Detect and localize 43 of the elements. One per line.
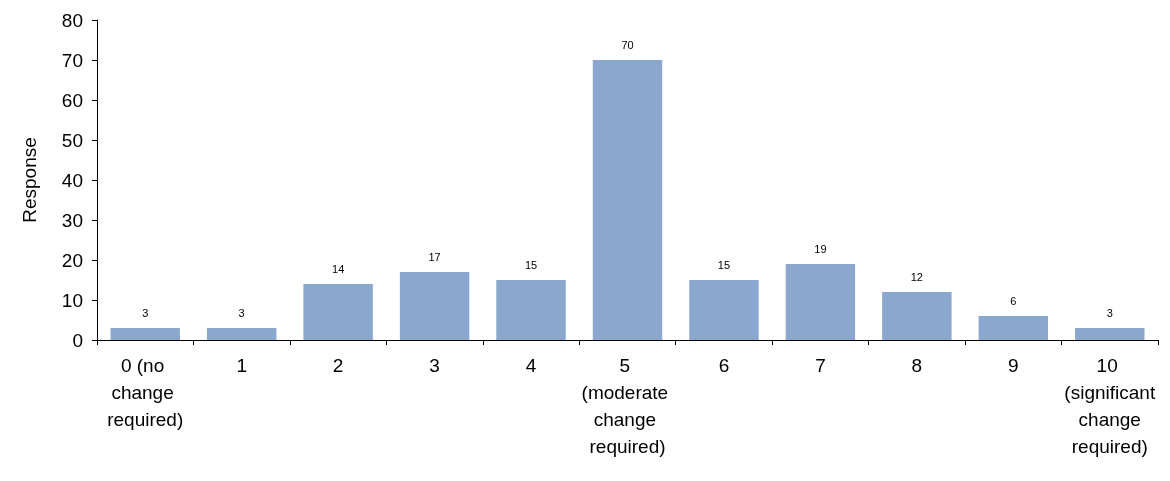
x-tick-label: 7 — [815, 355, 826, 376]
x-tick-label: 4 — [525, 355, 537, 376]
bar — [110, 328, 180, 340]
x-tick-label: 5 (moderate change required) — [581, 355, 674, 457]
data-label: 12 — [910, 270, 923, 283]
y-tick-label: 0 — [72, 329, 83, 351]
y-tick-label: 70 — [61, 49, 83, 71]
y-tick-label: 40 — [61, 169, 83, 191]
bar — [206, 328, 277, 340]
y-tick-label: 50 — [61, 129, 83, 151]
bar — [303, 284, 373, 340]
bar — [978, 316, 1049, 340]
x-tick-label: 8 — [911, 355, 923, 376]
y-tick-label: 60 — [61, 89, 83, 111]
y-tick-label: 20 — [61, 249, 83, 271]
bar — [785, 264, 856, 340]
x-tick-label: 3 — [429, 355, 440, 376]
y-tick-label: 80 — [61, 9, 83, 31]
data-label: 3 — [1106, 306, 1113, 319]
bar — [689, 280, 759, 340]
bar — [882, 292, 952, 340]
x-tick-label: 10 (significant change required) — [1064, 355, 1156, 457]
data-label: 3 — [142, 306, 149, 319]
bar — [399, 272, 470, 340]
bar — [1075, 328, 1145, 340]
data-label: 19 — [814, 242, 827, 255]
data-label: 70 — [621, 38, 634, 51]
x-tick-label: 0 (no change required) — [107, 355, 184, 430]
data-label: 17 — [428, 250, 441, 263]
x-tick-label: 9 — [1008, 355, 1019, 376]
bar — [592, 60, 663, 340]
y-tick-label: 30 — [61, 209, 83, 231]
x-tick-label: 1 — [236, 355, 247, 376]
bar — [496, 280, 566, 340]
y-tick-label: 10 — [61, 289, 83, 311]
data-label: 15 — [524, 258, 538, 271]
data-label: 3 — [238, 306, 245, 319]
x-tick-label: 6 — [718, 355, 730, 376]
x-tick-label: 2 — [332, 355, 344, 376]
y-axis-title: Response — [19, 137, 40, 223]
data-label: 14 — [332, 262, 345, 275]
data-label: 6 — [1010, 294, 1017, 307]
data-label: 15 — [717, 258, 731, 271]
